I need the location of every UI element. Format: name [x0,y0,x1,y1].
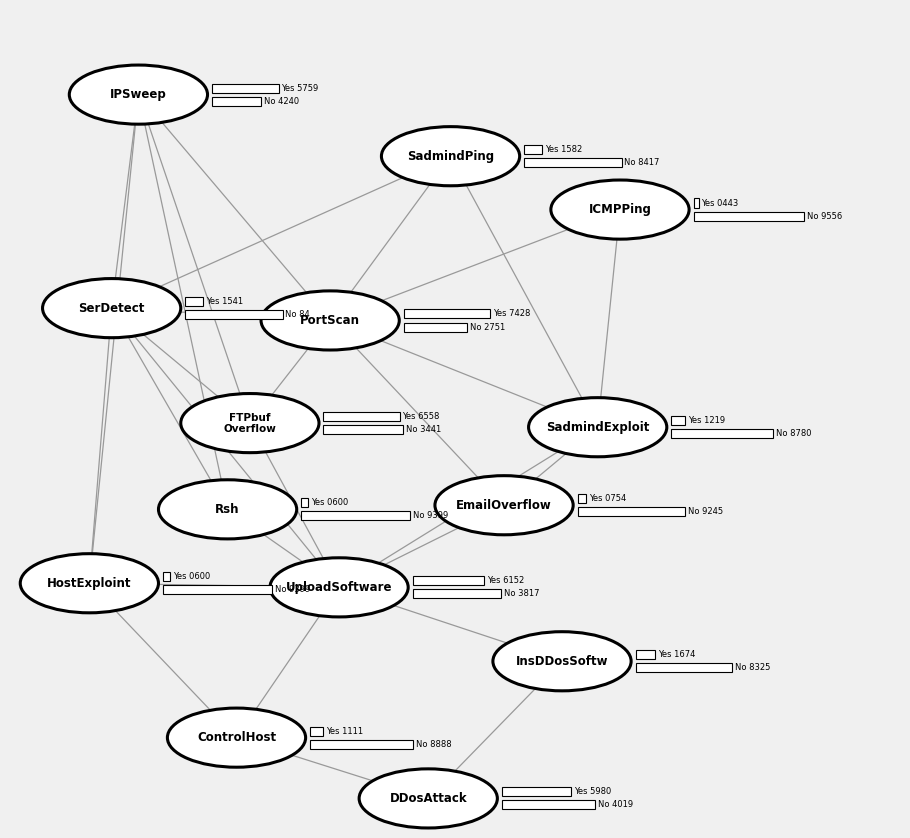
Bar [301,511,410,520]
Ellipse shape [270,558,409,617]
Ellipse shape [43,278,181,338]
Text: Yes 1582: Yes 1582 [545,145,582,154]
Text: Yes 1219: Yes 1219 [688,416,725,425]
Ellipse shape [158,480,297,539]
Text: InsDDosSoftw: InsDDosSoftw [516,654,608,668]
Text: UploadSoftware: UploadSoftware [286,581,392,594]
Ellipse shape [20,554,158,613]
Text: No 8780: No 8780 [775,429,811,438]
Text: Yes 1111: Yes 1111 [326,727,363,736]
Text: No 4019: No 4019 [598,800,632,810]
Text: Yes 1674: Yes 1674 [658,650,695,660]
Bar [212,96,261,106]
Bar [578,494,586,503]
Text: Yes 0443: Yes 0443 [702,199,739,208]
Text: No 4240: No 4240 [264,96,299,106]
Bar [310,740,413,748]
Ellipse shape [69,65,207,124]
Text: FTPbuf
Overflow: FTPbuf Overflow [224,412,277,433]
Bar [163,585,272,594]
Text: No 8417: No 8417 [624,158,660,168]
Text: Yes 0600: Yes 0600 [173,572,210,582]
Bar [412,589,501,598]
Bar [412,577,484,585]
Ellipse shape [381,127,520,186]
Text: Yes 7428: Yes 7428 [492,309,530,318]
Bar [323,412,399,421]
Text: Yes 5759: Yes 5759 [281,84,318,92]
Bar [186,297,203,306]
Ellipse shape [359,768,498,828]
Ellipse shape [261,291,399,350]
Text: No 9556: No 9556 [807,212,843,220]
Text: EmailOverflow: EmailOverflow [456,499,552,512]
Bar [186,310,283,319]
Text: PortScan: PortScan [300,314,360,327]
Bar [635,664,733,672]
Bar [501,800,595,810]
Text: ICMPPing: ICMPPing [589,203,652,216]
Bar [524,158,622,168]
Text: Yes 0754: Yes 0754 [589,494,626,503]
Text: No 2751: No 2751 [470,323,505,332]
Text: Yes 6558: Yes 6558 [402,412,440,421]
Text: HostExploint: HostExploint [47,577,132,590]
Bar [404,323,468,332]
Text: Rsh: Rsh [216,503,240,516]
Bar [693,212,804,220]
Text: SadmindPing: SadmindPing [407,150,494,163]
Text: No 3817: No 3817 [504,589,540,598]
Text: Yes 1541: Yes 1541 [206,297,243,306]
Ellipse shape [551,180,689,239]
Text: Yes 6152: Yes 6152 [487,577,524,585]
Bar [693,199,699,208]
Text: No 3441: No 3441 [406,425,441,434]
Text: SadmindExploit: SadmindExploit [546,421,650,434]
Bar [310,727,323,736]
Text: No 8888: No 8888 [416,740,451,748]
Bar [301,499,308,507]
Text: No 8325: No 8325 [735,664,770,672]
Text: DDosAttack: DDosAttack [389,792,467,805]
Ellipse shape [167,708,306,768]
Ellipse shape [493,632,632,691]
Bar [672,429,774,438]
Text: ControlHost: ControlHost [197,731,276,744]
Ellipse shape [529,398,667,457]
Bar [672,416,685,425]
Bar [635,650,655,660]
Text: SerDetect: SerDetect [78,302,145,314]
Bar [578,507,685,516]
Bar [524,145,542,154]
Bar [323,425,403,434]
Text: No 9245: No 9245 [688,507,723,516]
Text: Yes 5980: Yes 5980 [574,788,612,796]
Ellipse shape [181,394,319,453]
Bar [212,84,278,92]
Bar [163,572,170,582]
Text: No 9399: No 9399 [413,511,448,520]
Bar [404,309,490,318]
Text: Yes 0600: Yes 0600 [311,499,348,507]
Bar [501,788,571,796]
Text: No 9399: No 9399 [275,585,309,594]
Ellipse shape [435,476,573,535]
Text: No 84: No 84 [286,310,310,319]
Text: IPSweep: IPSweep [110,88,167,101]
